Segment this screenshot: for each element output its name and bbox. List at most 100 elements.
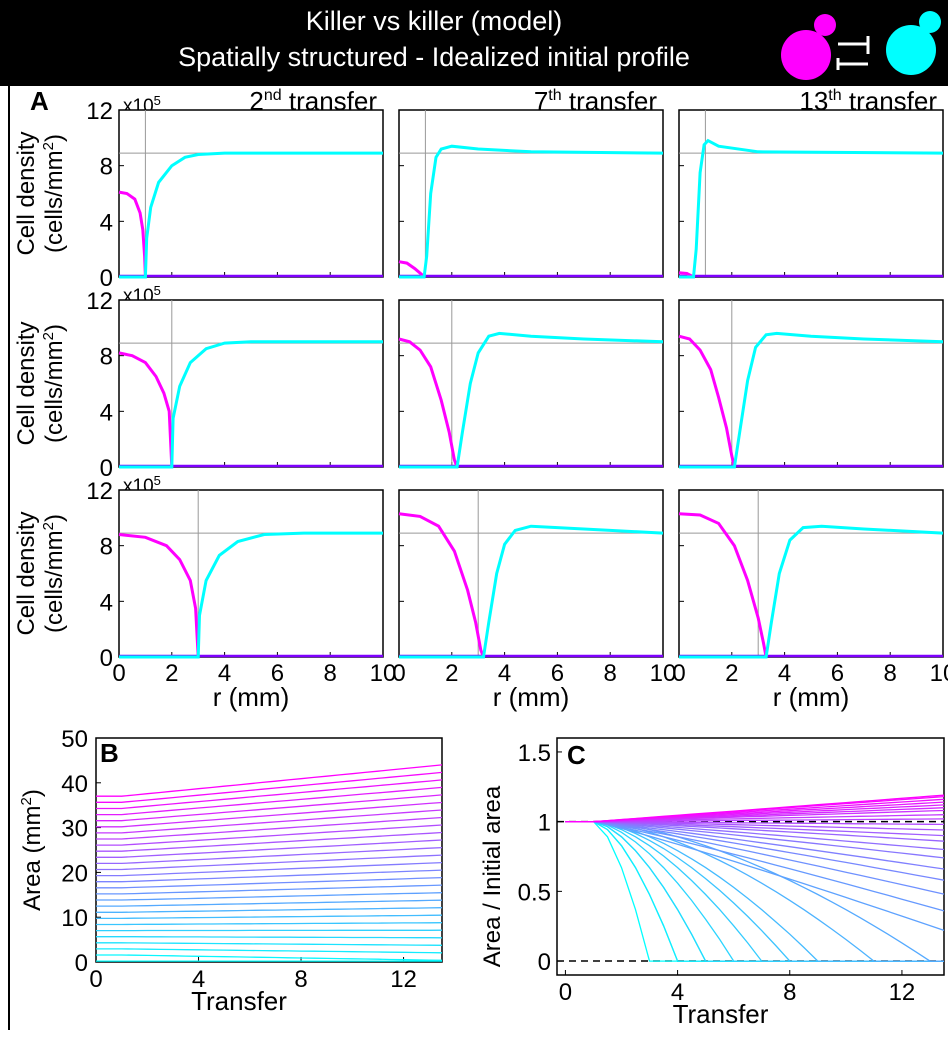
area-series bbox=[96, 861, 443, 877]
x-tick-label: 0 bbox=[672, 660, 685, 687]
y-axis-label-units: (cells/mm2) bbox=[40, 514, 68, 633]
x-tick-label: 2 bbox=[445, 660, 458, 687]
cyan-cell-small-icon bbox=[919, 11, 941, 33]
y-tick-label: 0 bbox=[100, 645, 113, 672]
y-tick-label: 20 bbox=[61, 860, 88, 887]
x-tick-label: 10 bbox=[650, 660, 677, 687]
area-series bbox=[96, 876, 443, 889]
magenta-density-series bbox=[398, 260, 426, 279]
cyan-density-series bbox=[679, 138, 944, 279]
density-plot-frame bbox=[678, 489, 944, 658]
x-tick-label: 6 bbox=[831, 660, 844, 687]
area-series bbox=[96, 948, 443, 954]
x-tick-label: 6 bbox=[271, 660, 284, 687]
y-tick-label: 0 bbox=[100, 265, 113, 292]
x-tick-label: 2 bbox=[725, 660, 738, 687]
x-tick-label: 0 bbox=[559, 979, 572, 1006]
cyan-density-series bbox=[679, 524, 944, 659]
x-tick-label: 4 bbox=[671, 979, 684, 1006]
cyan-density-series bbox=[119, 340, 383, 469]
panel-letter-c: C bbox=[567, 740, 586, 770]
y-tick-label: 12 bbox=[86, 288, 113, 315]
magenta-density-series bbox=[118, 351, 174, 468]
area-series bbox=[96, 786, 443, 816]
panel-letter-a: A bbox=[30, 86, 49, 116]
x-tick-label: 4 bbox=[192, 966, 205, 993]
y-tick-label: 50 bbox=[61, 726, 88, 753]
area-series bbox=[96, 899, 443, 907]
area-series bbox=[96, 771, 443, 803]
density-plot-frame bbox=[678, 109, 944, 278]
y-tick-label: 12 bbox=[86, 98, 113, 125]
y-tick-label: 8 bbox=[100, 154, 113, 181]
figure-title-line2: Spatially structured - Idealized initial… bbox=[178, 42, 690, 72]
area-series bbox=[96, 839, 443, 858]
density-plot-frame bbox=[118, 489, 384, 658]
ratio-series bbox=[565, 820, 945, 895]
cyan-cell-large-icon bbox=[886, 25, 936, 75]
y-tick-label: 0 bbox=[75, 950, 88, 977]
area-series bbox=[96, 816, 443, 840]
x-axis-label: r (mm) bbox=[493, 682, 570, 712]
density-plot-frame bbox=[678, 299, 944, 468]
ratio-plot-frame bbox=[556, 737, 945, 976]
x-tick-label: 4 bbox=[498, 660, 511, 687]
y-axis-label-units: (cells/mm2) bbox=[40, 134, 68, 253]
area-series bbox=[96, 846, 443, 865]
magenta-cell-large-icon bbox=[781, 30, 831, 80]
area-series bbox=[96, 922, 443, 926]
area-series bbox=[96, 907, 443, 913]
area-series bbox=[96, 831, 443, 852]
x-tick-label: 2 bbox=[165, 660, 178, 687]
x-tick-label: 12 bbox=[889, 979, 916, 1006]
y-tick-label: 0 bbox=[538, 949, 551, 976]
y-tick-label: 8 bbox=[100, 344, 113, 371]
y-axis-label: Cell density bbox=[13, 131, 40, 255]
cyan-density-series bbox=[399, 331, 664, 469]
x-axis-label: Transfer bbox=[673, 999, 769, 1029]
area-series bbox=[96, 936, 443, 939]
x-tick-label: 0 bbox=[112, 660, 125, 687]
ratio-series bbox=[565, 820, 945, 912]
y-axis-label-units: (cells/mm2) bbox=[40, 324, 68, 443]
x-tick-label: 0 bbox=[89, 966, 102, 993]
density-plot-frame bbox=[398, 299, 664, 468]
x-tick-label: 4 bbox=[218, 660, 231, 687]
area-series bbox=[96, 809, 443, 834]
y-axis-label: Cell density bbox=[13, 321, 40, 445]
area-series bbox=[96, 779, 443, 810]
magenta-cell-small-icon bbox=[814, 14, 836, 36]
density-plot-frame bbox=[118, 299, 384, 468]
x-tick-label: 0 bbox=[392, 660, 405, 687]
y-tick-label: 8 bbox=[100, 534, 113, 561]
area-series bbox=[96, 954, 443, 961]
y-tick-label: 40 bbox=[61, 771, 88, 798]
y-tick-label: 0 bbox=[100, 455, 113, 482]
area-series bbox=[96, 764, 443, 797]
y-tick-label: 1 bbox=[538, 810, 551, 837]
ratio-series bbox=[565, 820, 945, 881]
area-series bbox=[96, 854, 443, 871]
y-tick-label: 4 bbox=[100, 209, 113, 236]
y-tick-label: 4 bbox=[100, 399, 113, 426]
area-series bbox=[96, 892, 443, 901]
y-tick-label: 4 bbox=[100, 589, 113, 616]
x-tick-label: 8 bbox=[324, 660, 337, 687]
x-tick-label: 8 bbox=[294, 966, 307, 993]
y-axis-label: Area / Initial area bbox=[479, 785, 506, 967]
y-tick-label: 10 bbox=[61, 905, 88, 932]
area-series bbox=[96, 794, 443, 822]
magenta-density-series bbox=[118, 533, 200, 658]
density-plot-frame bbox=[398, 489, 664, 658]
ratio-series bbox=[565, 820, 945, 870]
density-plot-frame bbox=[398, 109, 664, 278]
panel-c: C 0 0.5 1 1.5 0 4 8 12 Transfer Area / Initial are… bbox=[479, 737, 945, 1029]
x-tick-label: 10 bbox=[370, 660, 397, 687]
cyan-density-series bbox=[399, 144, 664, 279]
y-axis-label: Area (mm2) bbox=[18, 789, 46, 911]
magenta-density-series bbox=[678, 334, 736, 468]
x-tick-label: 8 bbox=[604, 660, 617, 687]
area-series bbox=[96, 942, 443, 946]
x-tick-label: 8 bbox=[884, 660, 897, 687]
